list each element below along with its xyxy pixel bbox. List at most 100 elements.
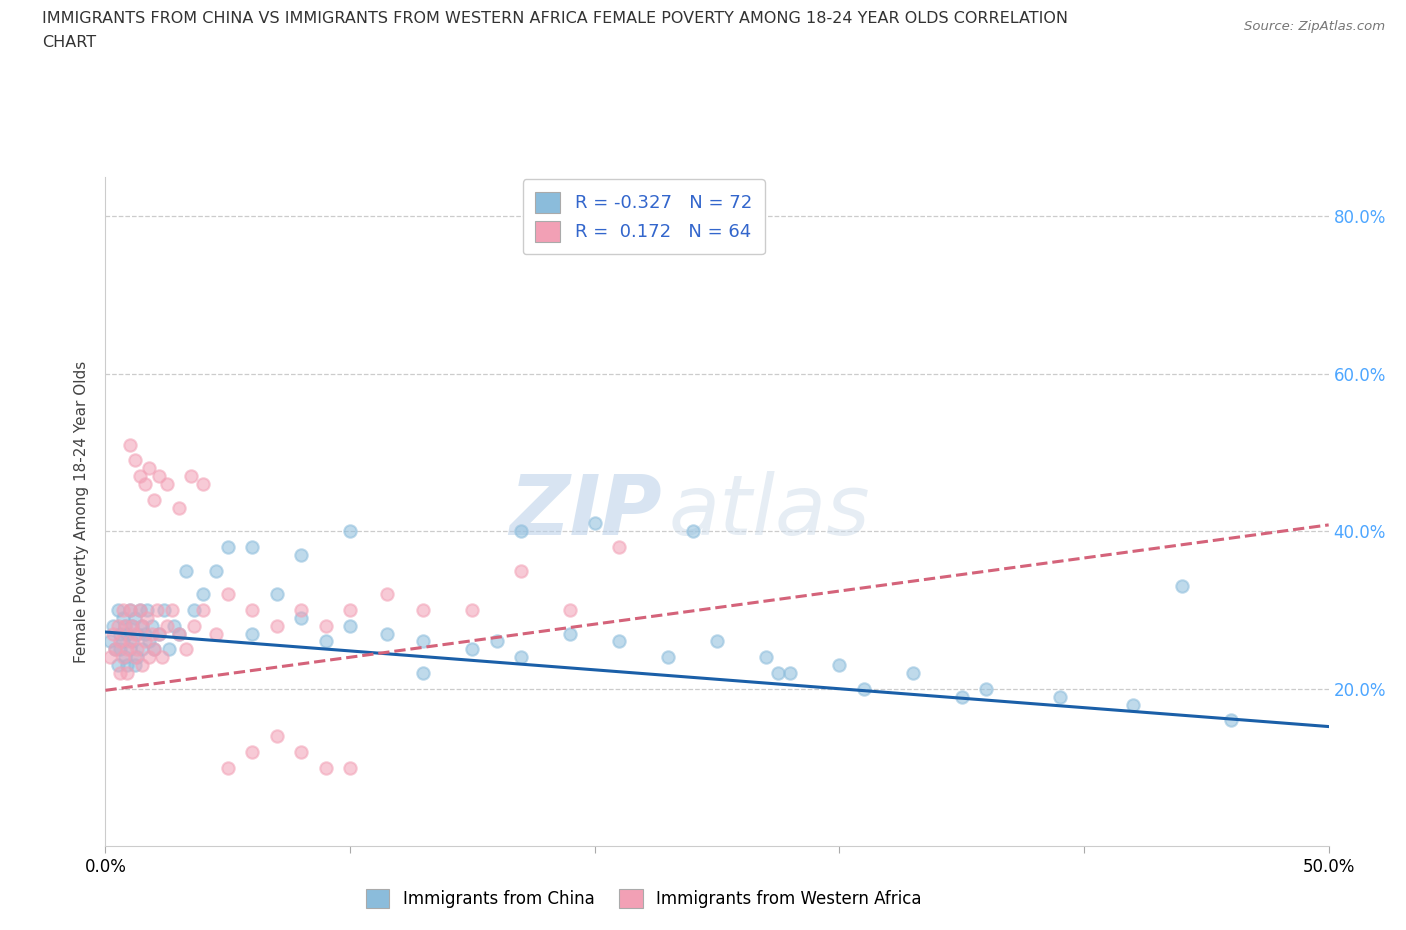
Text: Source: ZipAtlas.com: Source: ZipAtlas.com	[1244, 20, 1385, 33]
Point	[124, 626, 146, 641]
Point	[127, 626, 149, 641]
Point	[266, 587, 288, 602]
Point	[111, 603, 134, 618]
Point	[108, 634, 131, 649]
Point	[150, 650, 173, 665]
Point	[146, 603, 169, 618]
Point	[193, 476, 215, 491]
Point	[375, 626, 398, 641]
Point	[412, 666, 434, 681]
Point	[148, 626, 170, 641]
Text: CHART: CHART	[42, 35, 96, 50]
Point	[560, 603, 582, 618]
Point	[412, 634, 434, 649]
Point	[108, 666, 131, 681]
Point	[583, 516, 606, 531]
Point	[143, 642, 166, 657]
Point	[118, 634, 141, 649]
Point	[134, 634, 156, 649]
Point	[240, 539, 263, 554]
Point	[183, 603, 205, 618]
Point	[128, 603, 150, 618]
Point	[290, 603, 312, 618]
Point	[98, 634, 121, 649]
Point	[461, 642, 484, 657]
Point	[136, 603, 159, 618]
Point	[461, 603, 484, 618]
Point	[107, 658, 129, 672]
Point	[124, 610, 146, 625]
Point	[114, 618, 136, 633]
Point	[163, 618, 186, 633]
Point	[240, 603, 263, 618]
Point	[768, 666, 790, 681]
Point	[101, 618, 124, 633]
Point	[124, 650, 146, 665]
Point	[412, 603, 434, 618]
Point	[315, 634, 337, 649]
Point	[193, 587, 215, 602]
Point	[138, 460, 160, 475]
Point	[131, 618, 153, 633]
Point	[607, 634, 630, 649]
Point	[156, 476, 179, 491]
Point	[193, 603, 215, 618]
Point	[290, 744, 312, 759]
Point	[217, 587, 239, 602]
Point	[136, 610, 159, 625]
Point	[118, 437, 141, 452]
Point	[755, 650, 778, 665]
Point	[510, 650, 533, 665]
Point	[779, 666, 801, 681]
Text: IMMIGRANTS FROM CHINA VS IMMIGRANTS FROM WESTERN AFRICA FEMALE POVERTY AMONG 18-: IMMIGRANTS FROM CHINA VS IMMIGRANTS FROM…	[42, 11, 1069, 26]
Point	[118, 603, 141, 618]
Point	[117, 626, 139, 641]
Point	[104, 642, 127, 657]
Point	[124, 658, 146, 672]
Point	[315, 618, 337, 633]
Point	[167, 626, 190, 641]
Point	[117, 642, 139, 657]
Point	[138, 634, 160, 649]
Point	[111, 650, 134, 665]
Text: ZIP: ZIP	[509, 471, 662, 552]
Point	[153, 603, 176, 618]
Point	[266, 618, 288, 633]
Point	[375, 587, 398, 602]
Point	[148, 469, 170, 484]
Point	[143, 642, 166, 657]
Point	[1122, 698, 1144, 712]
Point	[174, 564, 197, 578]
Point	[157, 642, 180, 657]
Point	[128, 469, 150, 484]
Point	[240, 744, 263, 759]
Point	[138, 650, 160, 665]
Point	[290, 610, 312, 625]
Point	[510, 524, 533, 538]
Point	[156, 618, 179, 633]
Point	[974, 682, 997, 697]
Point	[607, 539, 630, 554]
Point	[98, 650, 121, 665]
Point	[128, 603, 150, 618]
Point	[104, 642, 127, 657]
Point	[160, 603, 183, 618]
Point	[117, 666, 139, 681]
Point	[107, 603, 129, 618]
Point	[1171, 578, 1194, 593]
Point	[121, 634, 143, 649]
Point	[167, 626, 190, 641]
Text: atlas: atlas	[668, 471, 870, 552]
Point	[167, 500, 190, 515]
Point	[339, 603, 361, 618]
Point	[339, 524, 361, 538]
Point	[180, 469, 202, 484]
Point	[114, 650, 136, 665]
Point	[510, 564, 533, 578]
Point	[174, 642, 197, 657]
Point	[148, 626, 170, 641]
Point	[114, 618, 136, 633]
Point	[108, 626, 131, 641]
Point	[485, 634, 508, 649]
Point	[204, 626, 226, 641]
